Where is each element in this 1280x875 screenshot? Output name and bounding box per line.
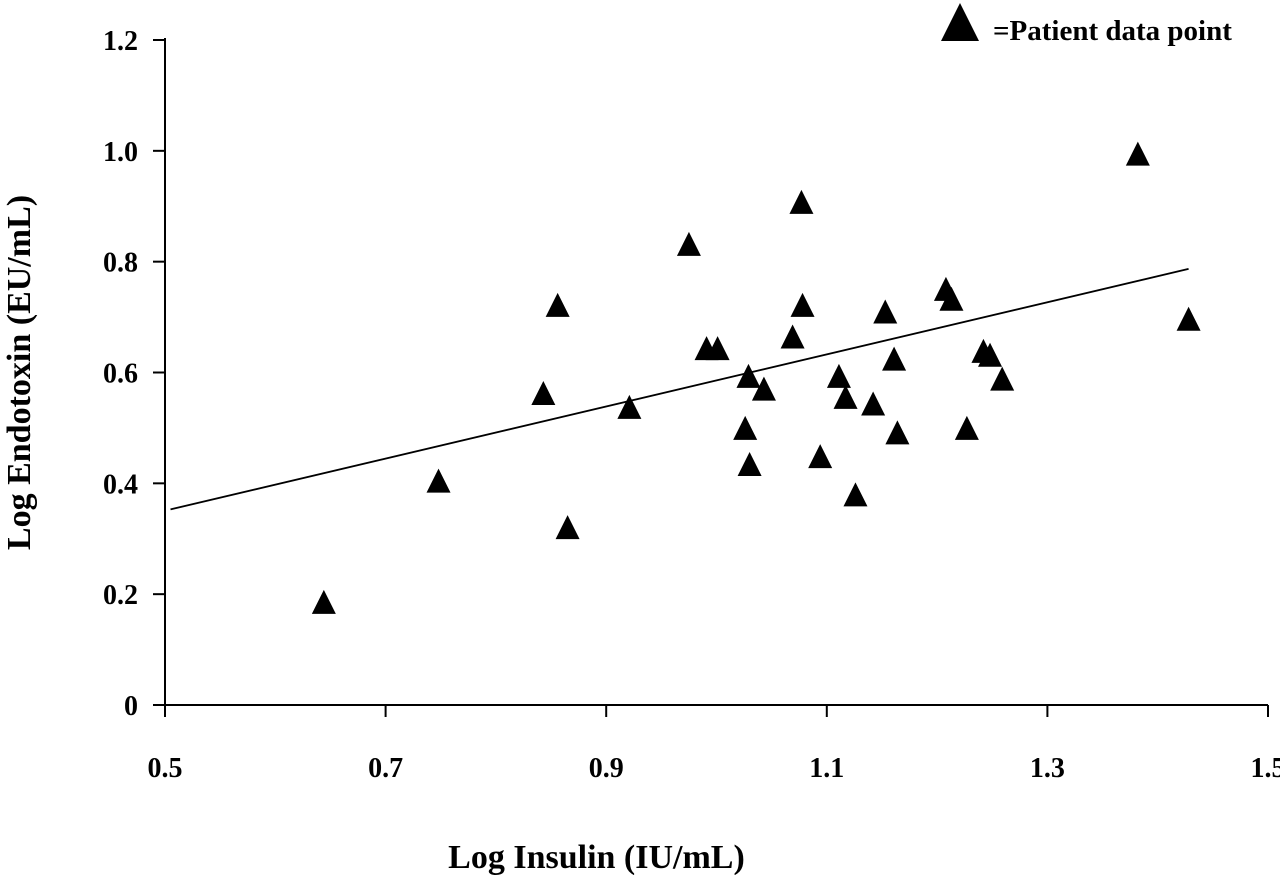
data-point-triangle	[737, 451, 762, 476]
data-point-triangle	[617, 394, 642, 419]
legend-marker-triangle-icon	[941, 3, 979, 41]
data-point-triangle	[426, 468, 451, 493]
data-point-triangle	[311, 589, 336, 614]
data-point-triangle	[990, 366, 1015, 391]
x-tick-label: 1.3	[1030, 753, 1065, 784]
data-point-triangle	[751, 376, 776, 401]
data-point-triangle	[939, 286, 964, 311]
data-point-triangle	[545, 292, 570, 317]
data-point-triangle	[954, 415, 979, 440]
data-point-triangle	[531, 381, 556, 406]
y-tick-label: 1.0	[103, 137, 138, 168]
data-point-triangle	[826, 363, 851, 388]
x-tick-label: 0.5	[148, 753, 183, 784]
y-tick-label: 0	[124, 691, 138, 722]
y-tick-label: 0.8	[103, 248, 138, 279]
data-point-triangle	[833, 384, 858, 409]
data-point-triangle	[780, 324, 805, 349]
y-tick-label: 1.2	[103, 26, 138, 57]
x-tick-label: 0.7	[368, 753, 403, 784]
y-tick-label: 0.2	[103, 580, 138, 611]
data-point-triangle	[555, 515, 580, 540]
data-point-triangle	[676, 231, 701, 256]
data-point-triangle	[790, 292, 815, 317]
x-tick-label: 0.9	[589, 753, 624, 784]
y-ticks: 0 0.2 0.4 0.6 0.8 1.0 1.2	[103, 26, 165, 722]
data-point-triangle	[705, 336, 730, 361]
y-tick-label: 0.4	[103, 469, 138, 500]
legend: =Patient data point	[941, 3, 1232, 47]
data-point-triangle	[978, 342, 1003, 367]
x-tick-label: 1.1	[809, 753, 844, 784]
data-point-triangle	[736, 363, 761, 388]
y-axis-title: Log Endotoxin (EU/mL)	[1, 195, 38, 550]
x-tick-label: 1.5	[1251, 753, 1280, 784]
y-tick-label: 0.6	[103, 359, 138, 390]
legend-label: =Patient data point	[993, 15, 1232, 47]
trendline	[170, 267, 1189, 511]
data-point-triangle	[789, 189, 814, 214]
data-point-triangle	[733, 415, 758, 440]
data-points	[311, 141, 1201, 614]
data-point-triangle	[882, 346, 907, 371]
x-axis-title: Log Insulin (IU/mL)	[448, 839, 745, 875]
data-point-triangle	[873, 299, 898, 324]
data-point-triangle	[808, 444, 833, 469]
data-point-triangle	[1125, 141, 1150, 166]
data-point-triangle	[843, 482, 868, 507]
data-point-triangle	[861, 391, 886, 416]
data-point-triangle	[885, 420, 910, 445]
trendline-group	[170, 267, 1189, 511]
x-ticks: 0.5 0.7 0.9 1.1 1.3 1.5	[148, 705, 1280, 784]
data-point-triangle	[1176, 306, 1201, 331]
